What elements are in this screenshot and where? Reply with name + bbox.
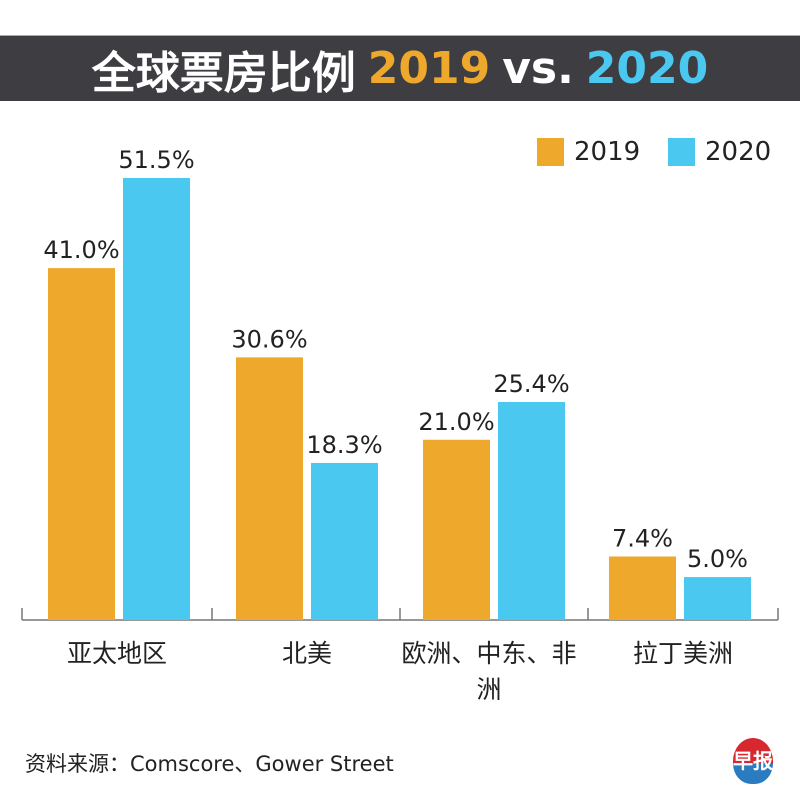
- legend-label-2020: 2020: [705, 137, 772, 167]
- zaobao-logo: 早报: [733, 738, 773, 784]
- data-label: 30.6%: [231, 325, 307, 353]
- source-note: 资料来源：Comscore、Gower Street: [25, 752, 394, 776]
- title-year-2020: 2020: [585, 43, 709, 94]
- title-banner: 全球票房比例 2019 vs. 2020: [0, 35, 800, 101]
- data-label: 5.0%: [687, 545, 748, 573]
- bar-2020: [498, 402, 565, 620]
- bar-2019: [48, 268, 115, 620]
- title-year-2019: 2019: [367, 43, 491, 94]
- legend-item-2020: 2020: [668, 137, 771, 167]
- data-label: 18.3%: [306, 431, 382, 459]
- title-text: 全球票房比例: [91, 47, 356, 99]
- title-vs: vs.: [502, 43, 574, 94]
- category-label: 拉丁美洲: [632, 639, 733, 668]
- category-label: 北美: [281, 639, 332, 668]
- category-label: 欧洲、中东、非洲: [401, 639, 577, 704]
- bar-2019: [236, 357, 303, 620]
- category-label: 亚太地区: [66, 639, 167, 668]
- data-label: 51.5%: [118, 146, 194, 174]
- bar-2019: [423, 439, 490, 620]
- bar-2019: [609, 556, 676, 620]
- legend-item-2019: 2019: [537, 137, 640, 167]
- data-label: 21.0%: [418, 408, 494, 436]
- bar-2020: [123, 178, 190, 620]
- bar-2020: [311, 462, 378, 620]
- legend-swatch-2020: [668, 138, 695, 166]
- data-label: 7.4%: [612, 524, 673, 552]
- legend-label-2019: 2019: [574, 137, 641, 167]
- data-label: 25.4%: [493, 370, 569, 398]
- data-label: 41.0%: [43, 236, 119, 264]
- legend-swatch-2019: [537, 138, 564, 166]
- bar-2020: [684, 577, 751, 620]
